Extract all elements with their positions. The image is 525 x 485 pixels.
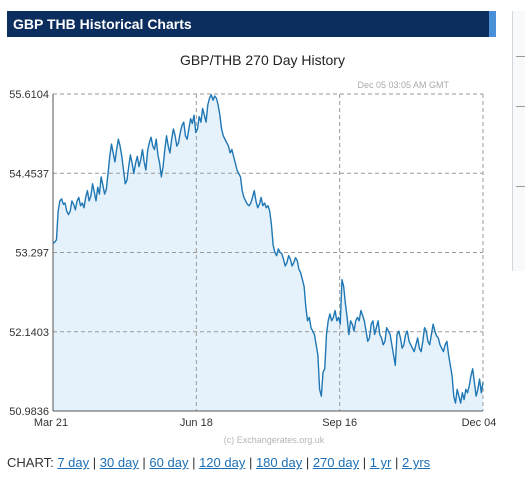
range-link-30-day[interactable]: 30 day (99, 455, 139, 470)
range-link-270-day[interactable]: 270 day (312, 455, 360, 470)
y-tick-label: 52.1403 (9, 327, 49, 339)
header-accent-bar (489, 11, 496, 37)
x-tick-label: Mar 21 (34, 417, 68, 429)
link-separator: | (138, 455, 150, 470)
panel-divider (516, 186, 525, 187)
y-tick-label: 55.6104 (9, 89, 49, 101)
link-separator: | (359, 455, 370, 470)
y-tick-label: 50.9836 (9, 406, 49, 418)
chart-credit: (c) Exchangerates.org.uk (224, 435, 325, 445)
chart-timestamp: Dec 05 03:05 AM GMT (357, 80, 449, 90)
right-side-panel (512, 11, 525, 271)
range-link-120-day[interactable]: 120 day (199, 455, 246, 470)
range-link-2-yrs[interactable]: 2 yrs (401, 455, 431, 470)
panel-divider (516, 106, 525, 107)
chart-links-prefix: CHART: (7, 455, 54, 470)
link-separator: | (391, 455, 402, 470)
x-tick-label: Jun 18 (180, 417, 213, 429)
link-separator: | (245, 455, 256, 470)
range-link-7-day[interactable]: 7 day (57, 455, 90, 470)
link-separator: | (89, 455, 100, 470)
chart-range-links: CHART: 7 day | 30 day | 60 day | 120 day… (7, 455, 430, 470)
series-line (52, 94, 484, 404)
panel-divider (516, 56, 525, 57)
link-separator: | (302, 455, 313, 470)
range-link-180-day[interactable]: 180 day (255, 455, 303, 470)
x-tick-label: Dec 04 (462, 417, 497, 429)
link-separator: | (188, 455, 200, 470)
y-tick-label: 54.4537 (9, 168, 49, 180)
x-tick-label: Sep 16 (322, 417, 357, 429)
y-tick-label: 53.297 (15, 248, 49, 260)
page-header: GBP THB Historical Charts (7, 11, 490, 37)
chart-title: GBP/THB 270 Day History (180, 52, 345, 68)
range-link-1-yr[interactable]: 1 yr (369, 455, 392, 470)
range-link-60-day[interactable]: 60 day (149, 455, 189, 470)
page-title: GBP THB Historical Charts (13, 16, 192, 32)
